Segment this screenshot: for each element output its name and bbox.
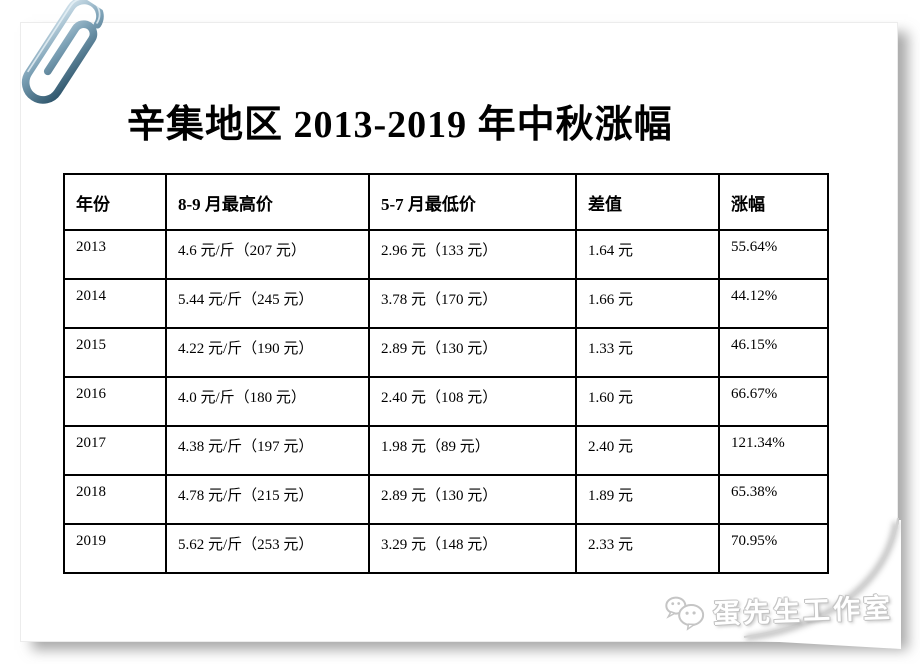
cell-increase: 70.95% bbox=[718, 523, 829, 574]
table-row: 2014 5.44 元/斤（245 元） 3.78 元（170 元） 1.66 … bbox=[63, 278, 829, 329]
watermark: 蛋先生工作室 bbox=[663, 586, 894, 633]
cell-high-price: 4.0 元/斤（180 元） bbox=[165, 376, 370, 427]
cell-high-price: 5.44 元/斤（245 元） bbox=[165, 278, 370, 329]
cell-difference: 1.64 元 bbox=[575, 229, 720, 280]
cell-low-price: 3.78 元（170 元） bbox=[368, 278, 577, 329]
cell-year: 2013 bbox=[63, 229, 167, 280]
cell-low-price: 2.40 元（108 元） bbox=[368, 376, 577, 427]
table-row: 2016 4.0 元/斤（180 元） 2.40 元（108 元） 1.60 元… bbox=[63, 376, 829, 427]
cell-low-price: 2.89 元（130 元） bbox=[368, 327, 577, 378]
page-title: 辛集地区 2013-2019 年中秋涨幅 bbox=[127, 104, 673, 146]
cell-low-price: 3.29 元（148 元） bbox=[368, 523, 577, 574]
cell-increase: 65.38% bbox=[718, 474, 829, 525]
paper-sheet: 辛集地区 2013-2019 年中秋涨幅 年份 8-9 月最高价 5-7 月最低… bbox=[20, 22, 901, 649]
cell-high-price: 5.62 元/斤（253 元） bbox=[165, 523, 370, 574]
table-row: 2017 4.38 元/斤（197 元） 1.98 元（89 元） 2.40 元… bbox=[63, 425, 829, 476]
cell-low-price: 1.98 元（89 元） bbox=[368, 425, 577, 476]
cell-high-price: 4.38 元/斤（197 元） bbox=[165, 425, 370, 476]
table-header-row: 年份 8-9 月最高价 5-7 月最低价 差值 涨幅 bbox=[63, 173, 829, 231]
cell-year: 2016 bbox=[63, 376, 167, 427]
column-header-increase: 涨幅 bbox=[718, 173, 829, 231]
cell-high-price: 4.6 元/斤（207 元） bbox=[165, 229, 370, 280]
table-row: 2018 4.78 元/斤（215 元） 2.89 元（130 元） 1.89 … bbox=[63, 474, 829, 525]
cell-high-price: 4.22 元/斤（190 元） bbox=[165, 327, 370, 378]
page-curl-decoration bbox=[743, 517, 901, 649]
cell-increase: 66.67% bbox=[718, 376, 829, 427]
cell-increase: 46.15% bbox=[718, 327, 829, 378]
cell-low-price: 2.96 元（133 元） bbox=[368, 229, 577, 280]
column-header-aug-sep-high: 8-9 月最高价 bbox=[165, 173, 370, 231]
cell-increase: 44.12% bbox=[718, 278, 829, 329]
wechat-bubbles-icon bbox=[665, 596, 705, 631]
column-header-difference: 差值 bbox=[575, 173, 720, 231]
column-header-year: 年份 bbox=[63, 173, 167, 231]
cell-difference: 1.60 元 bbox=[575, 376, 720, 427]
cell-year: 2015 bbox=[63, 327, 167, 378]
cell-difference: 1.66 元 bbox=[575, 278, 720, 329]
cell-year: 2019 bbox=[63, 523, 167, 574]
cell-increase: 121.34% bbox=[718, 425, 829, 476]
table-row: 2013 4.6 元/斤（207 元） 2.96 元（133 元） 1.64 元… bbox=[63, 229, 829, 280]
cell-difference: 2.40 元 bbox=[575, 425, 720, 476]
cell-year: 2018 bbox=[63, 474, 167, 525]
column-header-may-jul-low: 5-7 月最低价 bbox=[368, 173, 577, 231]
price-table: 年份 8-9 月最高价 5-7 月最低价 差值 涨幅 2013 4.6 元/斤（… bbox=[63, 173, 829, 574]
cell-high-price: 4.78 元/斤（215 元） bbox=[165, 474, 370, 525]
table-row: 2015 4.22 元/斤（190 元） 2.89 元（130 元） 1.33 … bbox=[63, 327, 829, 378]
cell-year: 2017 bbox=[63, 425, 167, 476]
cell-difference: 2.33 元 bbox=[575, 523, 720, 574]
cell-difference: 1.33 元 bbox=[575, 327, 720, 378]
cell-increase: 55.64% bbox=[718, 229, 829, 280]
cell-year: 2014 bbox=[63, 278, 167, 329]
cell-low-price: 2.89 元（130 元） bbox=[368, 474, 577, 525]
table-row: 2019 5.62 元/斤（253 元） 3.29 元（148 元） 2.33 … bbox=[63, 523, 829, 574]
cell-difference: 1.89 元 bbox=[575, 474, 720, 525]
watermark-label: 蛋先生工作室 bbox=[712, 593, 894, 630]
